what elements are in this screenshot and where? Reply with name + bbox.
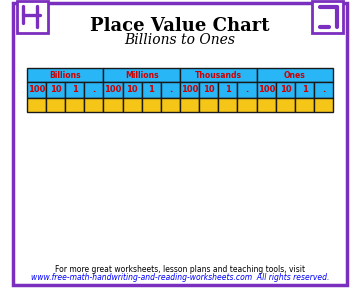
Text: 10: 10 xyxy=(126,86,138,94)
Bar xyxy=(238,98,257,112)
Bar xyxy=(199,82,218,98)
Text: 100: 100 xyxy=(28,86,45,94)
Bar xyxy=(295,82,314,98)
Text: Millions: Millions xyxy=(125,71,158,79)
Bar xyxy=(84,98,103,112)
Bar xyxy=(122,98,142,112)
Bar xyxy=(218,82,238,98)
Text: Billions to Ones: Billions to Ones xyxy=(125,33,235,47)
Bar xyxy=(27,98,46,112)
Bar xyxy=(276,98,295,112)
Bar xyxy=(257,68,333,82)
Text: Thousands: Thousands xyxy=(195,71,242,79)
Text: 10: 10 xyxy=(203,86,215,94)
Bar xyxy=(312,1,343,33)
Bar xyxy=(46,82,65,98)
Bar xyxy=(238,82,257,98)
Bar xyxy=(276,82,295,98)
Bar xyxy=(257,98,276,112)
Text: .: . xyxy=(246,86,249,94)
Bar xyxy=(17,1,48,33)
Text: Ones: Ones xyxy=(284,71,306,79)
Text: 1: 1 xyxy=(148,86,154,94)
Bar xyxy=(27,68,103,82)
Text: .: . xyxy=(92,86,95,94)
Bar xyxy=(122,82,142,98)
Bar xyxy=(103,68,180,82)
Bar xyxy=(84,82,103,98)
Bar xyxy=(199,98,218,112)
Text: 100: 100 xyxy=(257,86,275,94)
Bar xyxy=(65,82,84,98)
Bar xyxy=(142,82,161,98)
Bar xyxy=(180,68,257,82)
Bar xyxy=(180,82,199,98)
Bar xyxy=(103,98,122,112)
Bar xyxy=(103,82,122,98)
Text: 10: 10 xyxy=(280,86,291,94)
Text: .: . xyxy=(169,86,172,94)
Bar xyxy=(161,98,180,112)
Bar xyxy=(257,82,276,98)
Text: 1: 1 xyxy=(302,86,307,94)
Bar xyxy=(218,98,238,112)
Bar xyxy=(314,82,333,98)
Text: 1: 1 xyxy=(225,86,231,94)
Text: 1: 1 xyxy=(72,86,77,94)
Bar xyxy=(161,82,180,98)
Bar xyxy=(142,98,161,112)
Text: 10: 10 xyxy=(50,86,61,94)
Text: 100: 100 xyxy=(181,86,198,94)
Text: For more great worksheets, lesson plans and teaching tools, visit: For more great worksheets, lesson plans … xyxy=(55,266,305,274)
Bar xyxy=(46,98,65,112)
Text: .: . xyxy=(322,86,325,94)
Bar xyxy=(180,98,199,112)
Text: 100: 100 xyxy=(104,86,122,94)
Bar xyxy=(27,82,46,98)
Bar xyxy=(314,98,333,112)
Text: Billions: Billions xyxy=(49,71,81,79)
Text: Place Value Chart: Place Value Chart xyxy=(90,17,270,35)
Bar xyxy=(295,98,314,112)
Text: www.free-math-handwriting-and-reading-worksheets.com  All rights reserved.: www.free-math-handwriting-and-reading-wo… xyxy=(31,272,329,281)
Bar xyxy=(65,98,84,112)
